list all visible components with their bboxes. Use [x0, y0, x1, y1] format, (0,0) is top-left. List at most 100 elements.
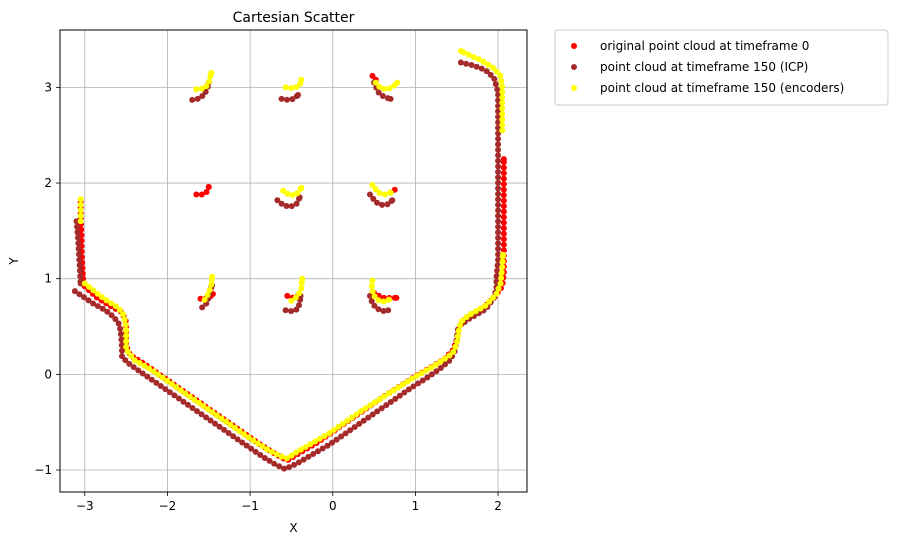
- data-point: [360, 417, 367, 424]
- data-point: [500, 181, 507, 188]
- data-point: [201, 296, 208, 303]
- data-point: [381, 85, 388, 92]
- data-point: [457, 322, 464, 329]
- axis-ticks: −3 −2 −1 0 1 2 −1 0 1 2 3: [34, 80, 502, 513]
- data-point: [374, 199, 381, 206]
- data-point: [271, 460, 278, 467]
- data-point: [280, 187, 287, 194]
- data-point: [499, 110, 506, 117]
- data-point: [495, 285, 502, 292]
- data-point: [499, 121, 506, 128]
- data-point: [115, 320, 122, 327]
- data-point: [495, 251, 502, 258]
- data-point: [493, 290, 500, 297]
- data-point: [468, 61, 475, 68]
- data-point: [74, 229, 81, 236]
- data-point: [284, 292, 291, 299]
- data-point: [207, 417, 214, 424]
- y-tick-label: 3: [44, 80, 52, 94]
- legend-label: point cloud at timeframe 150 (encoders): [600, 81, 844, 95]
- data-point: [358, 408, 365, 415]
- data-point: [124, 348, 131, 355]
- data-point: [379, 201, 386, 208]
- data-point: [335, 423, 342, 430]
- data-point: [371, 399, 378, 406]
- data-point: [371, 293, 378, 300]
- data-point: [500, 247, 507, 254]
- data-point: [498, 78, 505, 85]
- data-point: [298, 184, 305, 191]
- data-point: [465, 51, 472, 58]
- data-point: [302, 443, 309, 450]
- data-point: [457, 59, 464, 66]
- data-point: [278, 200, 285, 207]
- data-point: [450, 348, 457, 355]
- data-point: [442, 361, 449, 368]
- data-point: [321, 432, 328, 439]
- data-point: [293, 306, 300, 313]
- data-point: [424, 374, 431, 381]
- legend-label: original point cloud at timeframe 0: [600, 39, 809, 53]
- data-point: [500, 192, 507, 199]
- data-point: [293, 200, 300, 207]
- data-point: [193, 191, 200, 198]
- data-point: [392, 395, 399, 402]
- data-point: [500, 203, 507, 210]
- data-point: [369, 411, 376, 418]
- data-point: [489, 64, 496, 71]
- data-point: [294, 190, 301, 197]
- data-point: [413, 372, 420, 379]
- data-point: [371, 302, 378, 309]
- data-point: [495, 234, 502, 241]
- data-point: [278, 95, 285, 102]
- data-point: [221, 426, 228, 433]
- data-point: [77, 218, 84, 225]
- data-points: [71, 48, 507, 472]
- data-point: [218, 415, 225, 422]
- data-point: [468, 310, 475, 317]
- data-point: [366, 292, 373, 299]
- data-point: [288, 452, 295, 459]
- data-point: [283, 203, 290, 210]
- data-point: [108, 300, 115, 307]
- data-point: [216, 423, 223, 430]
- data-point: [99, 294, 106, 301]
- data-point: [319, 445, 326, 452]
- data-point: [372, 79, 379, 86]
- data-point: [141, 362, 148, 369]
- data-point: [493, 273, 500, 280]
- data-point: [241, 431, 248, 438]
- data-point: [495, 163, 502, 170]
- data-point: [500, 230, 507, 237]
- data-point: [470, 53, 477, 60]
- data-point: [104, 308, 111, 315]
- data-point: [76, 291, 83, 298]
- data-point: [288, 308, 295, 315]
- data-point: [300, 456, 307, 463]
- data-point: [395, 384, 402, 391]
- data-point: [278, 453, 285, 460]
- y-axis-label: Y: [7, 257, 21, 266]
- data-point: [310, 451, 317, 458]
- data-point: [239, 439, 246, 446]
- data-point: [491, 75, 498, 82]
- data-point: [454, 333, 461, 340]
- data-point: [437, 365, 444, 372]
- data-point: [387, 95, 394, 102]
- data-point: [282, 307, 289, 314]
- data-point: [399, 381, 406, 388]
- data-point: [177, 387, 184, 394]
- data-point: [396, 392, 403, 399]
- y-tick-label: 1: [44, 272, 52, 286]
- data-point: [118, 353, 125, 360]
- data-point: [118, 336, 125, 343]
- data-point: [495, 157, 502, 164]
- data-point: [393, 294, 400, 301]
- legend: original point cloud at timeframe 0 point…: [554, 29, 889, 106]
- data-point: [131, 357, 138, 364]
- data-point: [77, 207, 84, 214]
- data-point: [118, 347, 125, 354]
- data-point: [374, 408, 381, 415]
- data-point: [234, 436, 241, 443]
